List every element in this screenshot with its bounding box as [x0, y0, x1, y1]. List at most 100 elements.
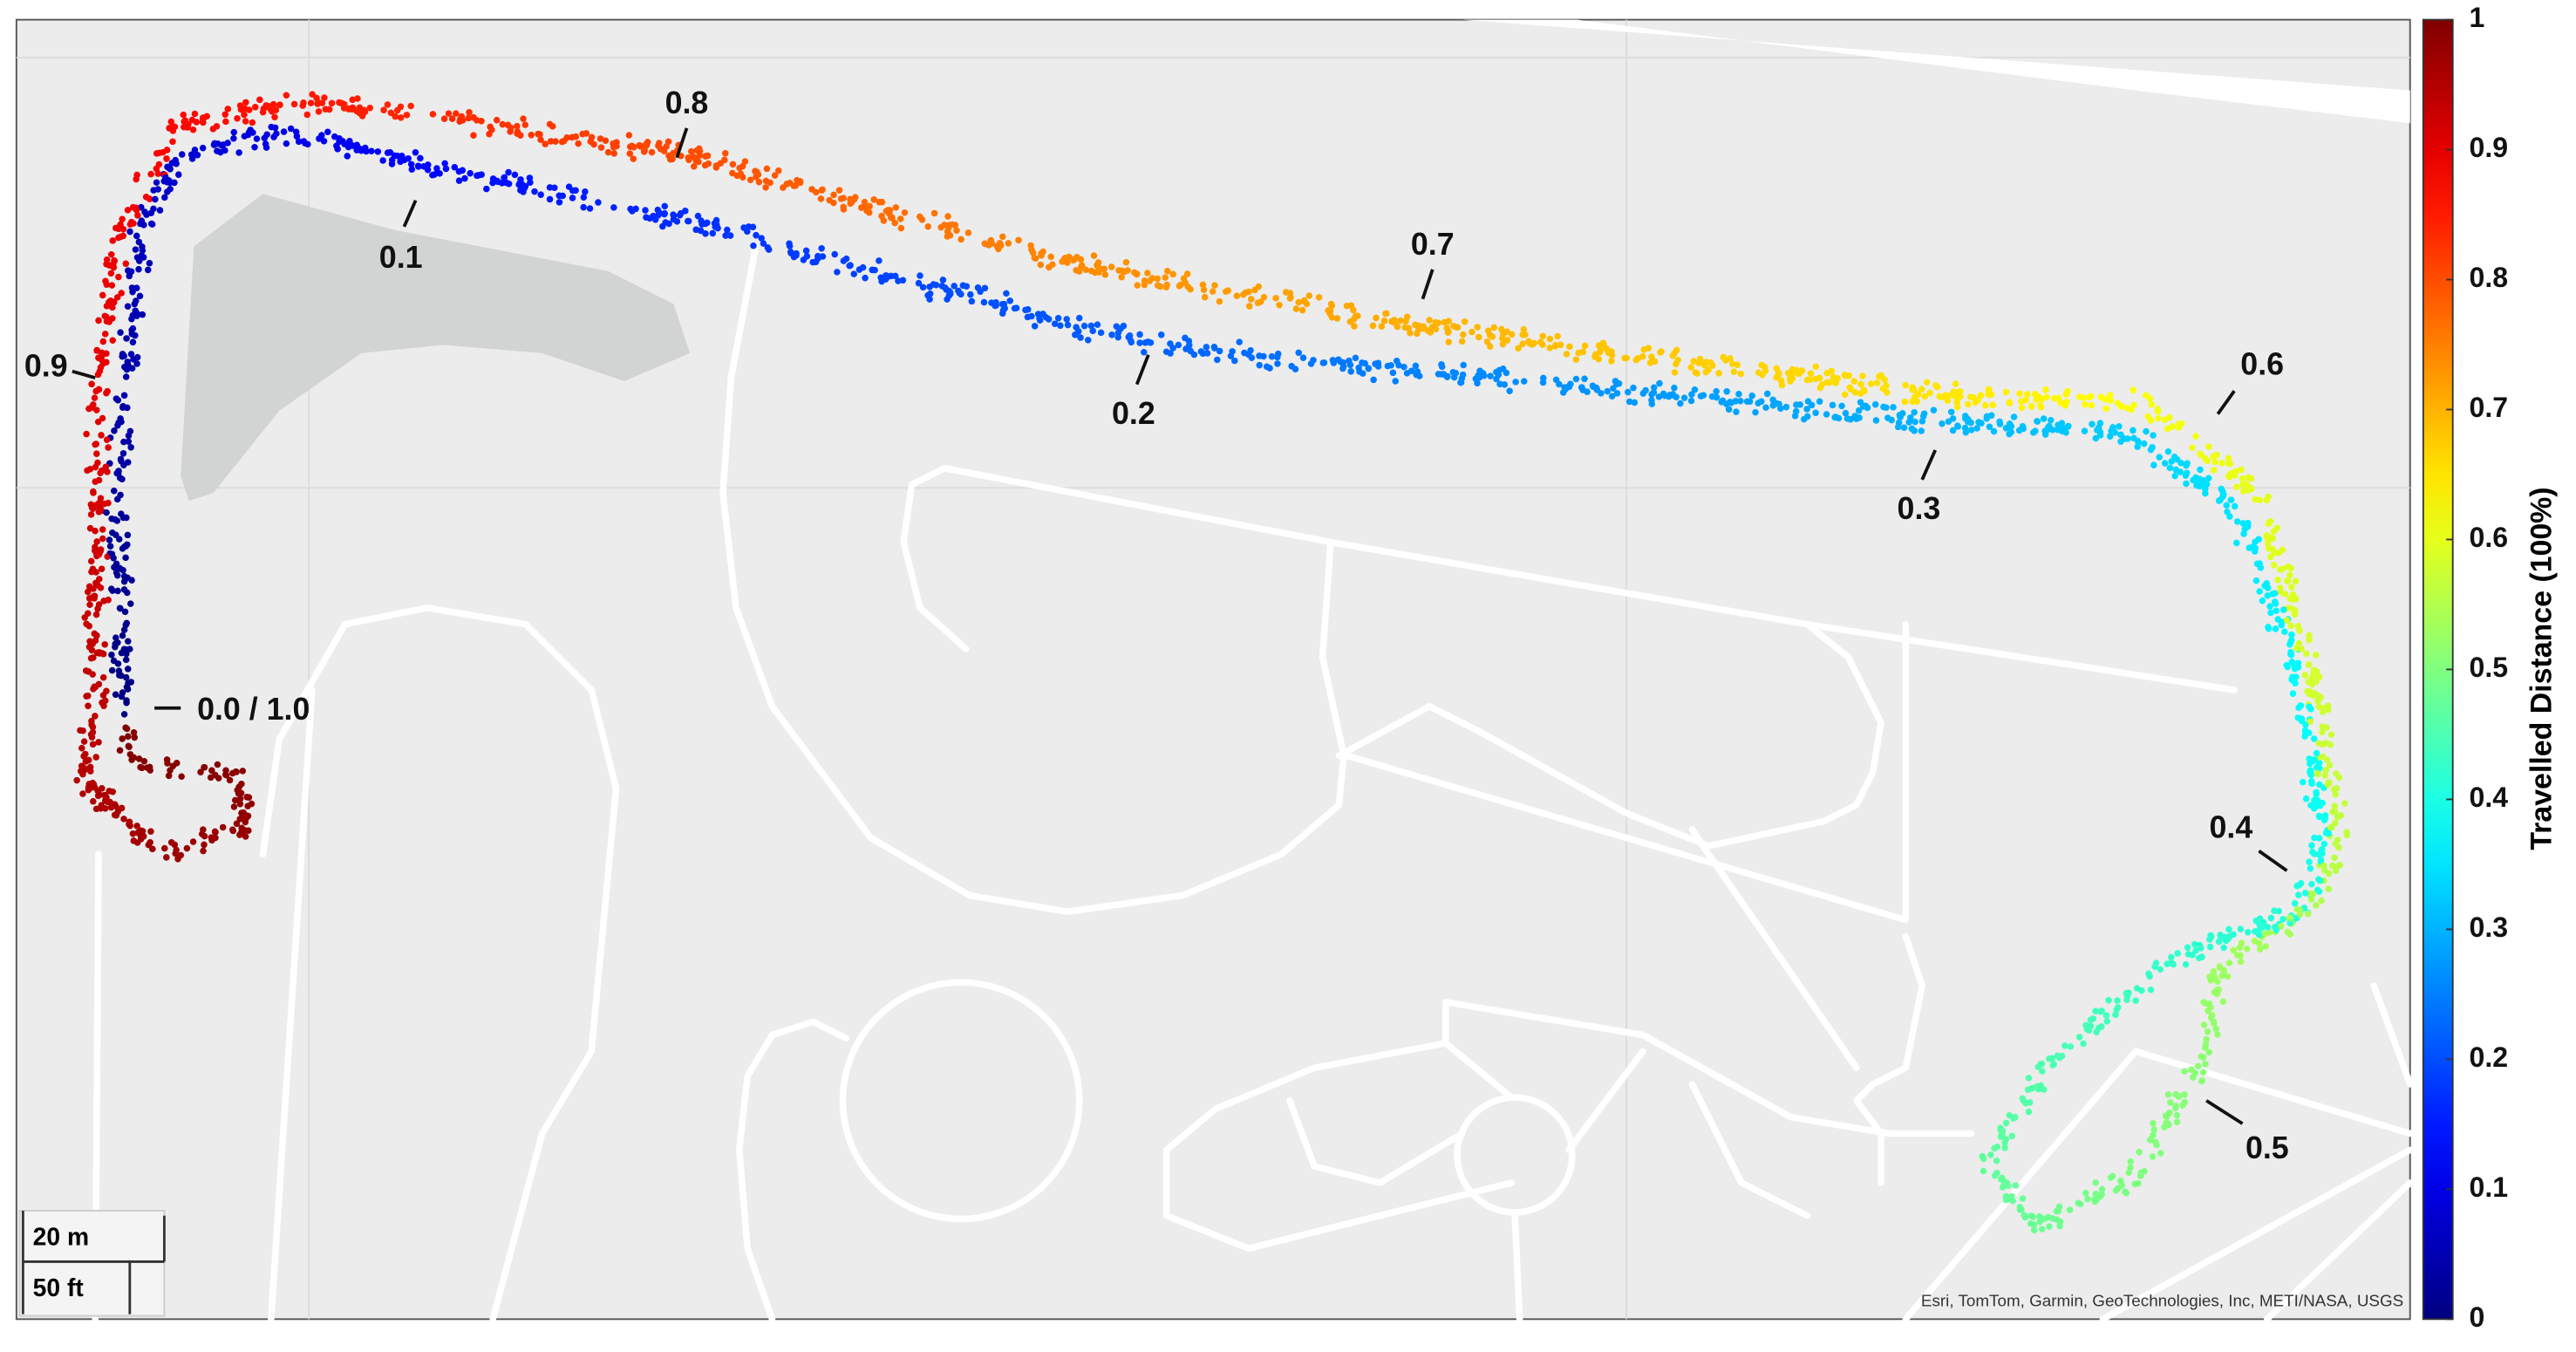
- track-point: [1966, 393, 1974, 400]
- track-point: [2267, 609, 2274, 617]
- track-point: [1054, 315, 1062, 322]
- track-point: [2096, 1193, 2103, 1200]
- track-point: [1944, 397, 1952, 404]
- track-point: [1755, 369, 1762, 376]
- track-point: [2111, 429, 2119, 436]
- track-point: [309, 91, 316, 98]
- track-point: [348, 106, 356, 113]
- track-point: [2096, 1008, 2104, 1015]
- track-point: [2029, 429, 2037, 436]
- track-point: [1248, 296, 1255, 303]
- leader-line: [1421, 269, 1435, 300]
- track-point: [126, 228, 133, 236]
- track-point: [214, 761, 221, 768]
- track-point: [1051, 320, 1059, 327]
- track-point: [77, 727, 84, 734]
- track-point: [1072, 331, 1079, 338]
- track-point: [304, 140, 311, 148]
- track-point: [1720, 353, 1728, 361]
- track-point: [269, 107, 276, 115]
- track-point: [755, 178, 763, 186]
- track-point: [2175, 1093, 2183, 1100]
- track-point: [99, 414, 106, 422]
- track-point: [1985, 386, 1993, 393]
- track-point: [379, 157, 386, 164]
- track-point: [138, 217, 146, 224]
- track-point: [883, 274, 890, 282]
- track-point: [930, 209, 938, 217]
- track-point: [1987, 1151, 1994, 1158]
- track-point: [857, 204, 865, 211]
- track-point: [2272, 600, 2280, 607]
- track-point: [2046, 1223, 2053, 1230]
- track-point: [1989, 401, 1996, 409]
- track-point: [1274, 360, 1281, 367]
- track-point: [2304, 910, 2312, 918]
- track-point: [2309, 848, 2316, 856]
- track-point: [2292, 577, 2300, 585]
- track-point: [95, 499, 103, 507]
- track-point: [2024, 391, 2031, 398]
- track-point: [1459, 371, 1467, 379]
- track-point: [2188, 1066, 2195, 1074]
- track-point: [1426, 317, 1433, 324]
- track-point: [83, 430, 90, 438]
- track-point: [118, 510, 125, 517]
- track-point: [642, 207, 649, 214]
- track-point: [1980, 1167, 1987, 1175]
- track-point: [701, 161, 709, 169]
- track-point: [2329, 862, 2336, 870]
- track-point: [226, 776, 234, 784]
- track-point: [130, 837, 138, 844]
- track-point: [2278, 621, 2285, 629]
- track-point: [1273, 353, 1281, 361]
- track-point: [73, 776, 80, 784]
- track-point: [1996, 420, 2004, 427]
- track-point: [94, 605, 101, 612]
- track-point: [2173, 1118, 2181, 1126]
- track-point: [259, 108, 267, 116]
- track-point: [200, 847, 207, 855]
- track-point: [465, 114, 473, 122]
- track-point: [2263, 496, 2271, 504]
- track-point: [2230, 946, 2237, 954]
- track-point: [1292, 305, 1300, 312]
- track-point: [2054, 1052, 2061, 1060]
- track-point: [2264, 592, 2271, 599]
- track-point: [114, 660, 122, 667]
- track-point: [229, 827, 237, 835]
- track-point: [1476, 367, 1483, 375]
- track-point: [726, 232, 734, 239]
- track-point: [2283, 617, 2291, 624]
- track-point: [1581, 342, 1589, 350]
- track-point: [114, 639, 121, 646]
- leader-line: [2258, 850, 2288, 872]
- track-point: [514, 122, 521, 130]
- track-point: [1671, 384, 1678, 392]
- track-point: [93, 450, 100, 457]
- track-point: [555, 199, 563, 206]
- track-point: [243, 794, 250, 801]
- track-point: [2284, 663, 2292, 671]
- track-point: [86, 466, 94, 473]
- track-point: [1124, 267, 1131, 274]
- track-point: [144, 266, 152, 274]
- track-point: [876, 198, 883, 206]
- colorbar-tick-label: 1: [2470, 2, 2485, 33]
- track-point: [104, 468, 111, 475]
- track-point: [2130, 434, 2137, 442]
- track-point: [1807, 370, 1815, 377]
- track-point: [597, 144, 605, 151]
- track-point: [2096, 428, 2104, 436]
- track-point: [610, 150, 617, 157]
- track-point: [161, 844, 168, 852]
- track-point: [127, 600, 134, 607]
- track-point: [120, 816, 127, 823]
- track-point: [171, 179, 178, 187]
- track-point: [2275, 907, 2282, 915]
- track-point: [1496, 366, 1503, 374]
- track-point: [2233, 483, 2240, 490]
- track-point: [1108, 331, 1115, 338]
- track-point: [1211, 282, 1218, 289]
- track-point: [188, 155, 196, 162]
